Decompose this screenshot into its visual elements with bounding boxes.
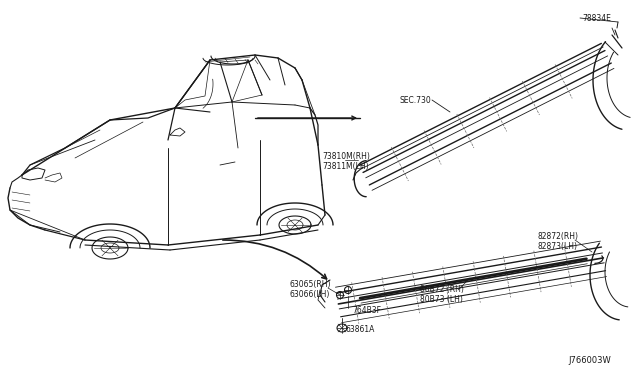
Text: 80B73 (LH): 80B73 (LH): [420, 295, 463, 304]
Text: 764B3F: 764B3F: [352, 306, 381, 315]
Text: 78834E: 78834E: [582, 14, 611, 23]
Text: SEC.730: SEC.730: [400, 96, 432, 105]
Text: 80B72 (RH): 80B72 (RH): [420, 285, 464, 294]
Text: 73810M(RH): 73810M(RH): [322, 152, 370, 161]
Text: J766003W: J766003W: [568, 356, 611, 365]
Text: 63066(LH): 63066(LH): [290, 290, 330, 299]
Text: 82872(RH): 82872(RH): [538, 232, 579, 241]
Text: 63861A: 63861A: [346, 325, 376, 334]
Text: 73811M(LH): 73811M(LH): [322, 162, 369, 171]
Text: 82873(LH): 82873(LH): [538, 242, 578, 251]
Text: 63065(RH): 63065(RH): [290, 280, 332, 289]
